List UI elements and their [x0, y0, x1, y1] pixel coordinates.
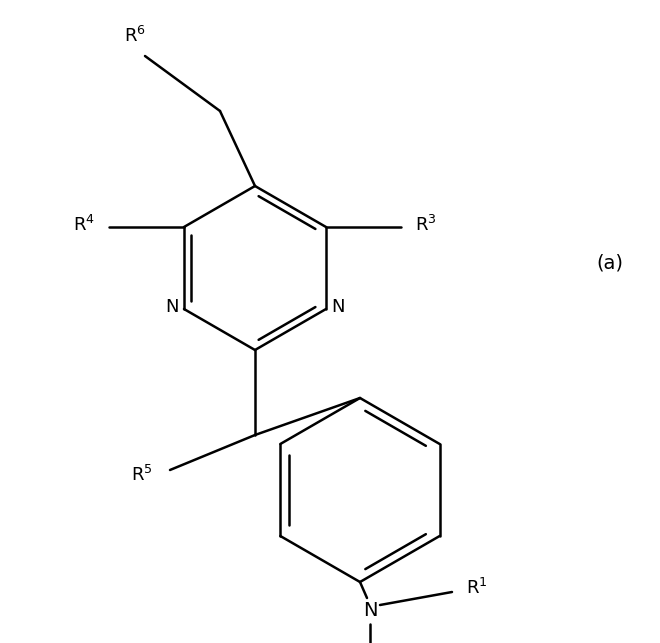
Text: R$^5$: R$^5$: [131, 465, 153, 485]
Text: R$^6$: R$^6$: [124, 26, 146, 46]
Text: (a): (a): [597, 253, 624, 273]
Text: R$^4$: R$^4$: [73, 215, 95, 235]
Text: R$^1$: R$^1$: [466, 578, 488, 598]
Text: R$^3$: R$^3$: [415, 215, 437, 235]
Text: N: N: [363, 601, 378, 619]
Text: N: N: [331, 298, 345, 316]
Text: N: N: [165, 298, 179, 316]
